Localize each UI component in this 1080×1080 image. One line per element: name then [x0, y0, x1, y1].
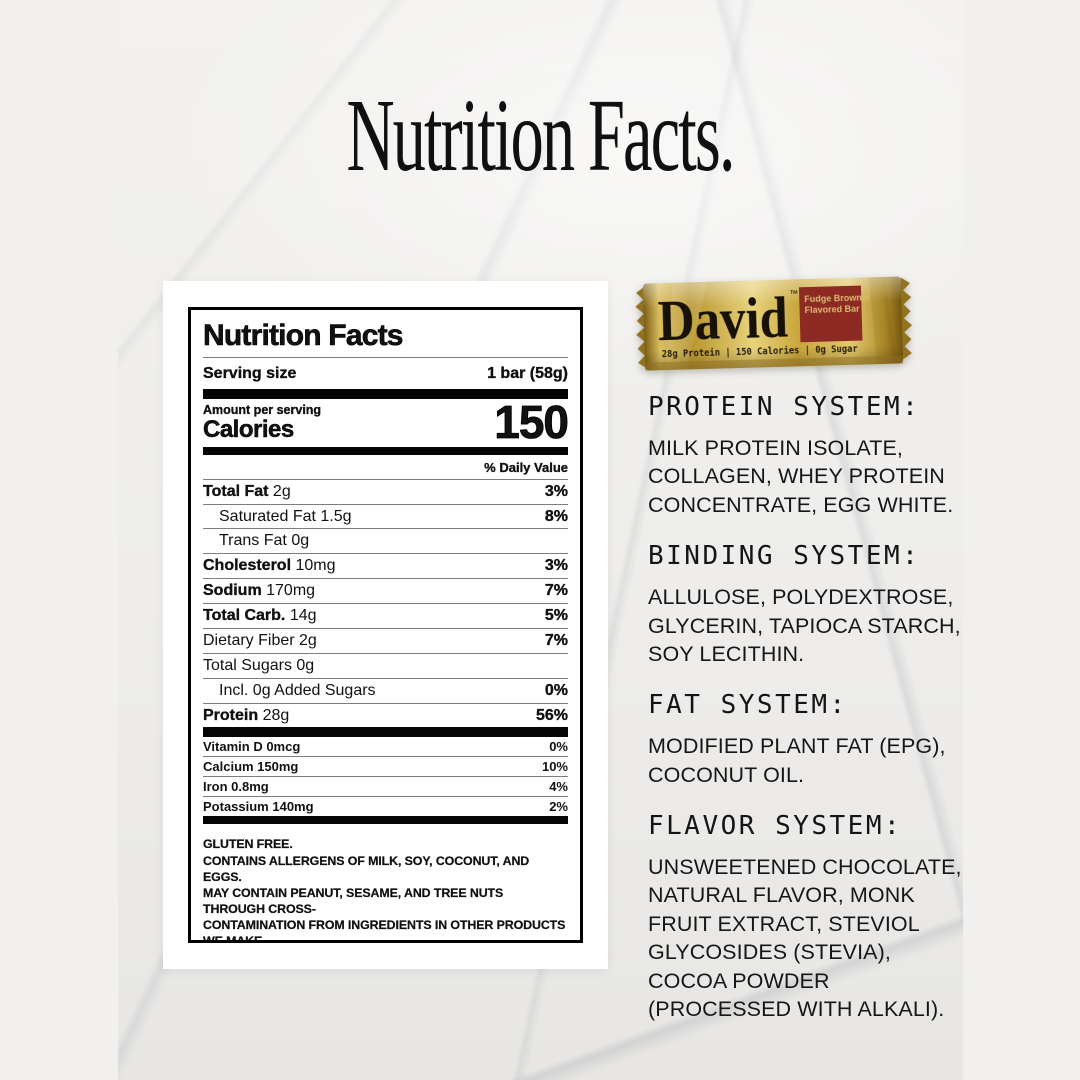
- system-body: MILK PROTEIN ISOLATE, COLLAGEN, WHEY PRO…: [648, 436, 954, 517]
- system-sections: PROTEIN SYSTEM: MILK PROTEIN ISOLATE, COL…: [648, 392, 970, 1045]
- micronutrient-row: Vitamin D 0mcg 0%: [203, 737, 568, 758]
- allergen-line: GLUTEN FREE.: [203, 837, 293, 852]
- bar-stats: 28g Protein | 150 Calories | 0g Sugar: [662, 343, 858, 360]
- nutrient-row: Sodium 170mg 7%: [203, 579, 568, 605]
- system-body: MODIFIED PLANT FAT (EPG), COCONUT OIL.: [648, 734, 946, 787]
- system-heading: FLAVOR SYSTEM:: [648, 811, 903, 841]
- nutrient-rows: Total Fat 2g 3% Saturated Fat 1.5g 8% Trans …: [203, 478, 568, 728]
- nutrient-row: Protein 28g 56%: [203, 706, 568, 724]
- trademark-mark: ™: [789, 288, 798, 298]
- calories-block: Amount per serving Calories 150: [203, 395, 570, 448]
- micronutrient-row: Calcium 150mg 10%: [203, 757, 568, 778]
- label-title: Nutrition Facts: [203, 319, 404, 352]
- micronutrient-row: Iron 0.8mg 4%: [203, 777, 568, 798]
- right-crimp: [900, 277, 913, 360]
- thick-rule: [203, 388, 568, 399]
- system-heading: PROTEIN SYSTEM:: [648, 392, 921, 422]
- micronutrient-rows: Vitamin D 0mcg 0% Calcium 150mg 10% Iron 0.8…: [203, 737, 568, 816]
- bottom-band: [645, 355, 904, 371]
- flavor-line2: Flavored Bar: [804, 304, 860, 316]
- allergen-line: MAY CONTAIN PEANUT, SESAME, AND TREE NUT…: [203, 885, 504, 916]
- medium-rule: [203, 446, 568, 455]
- calories-value: 150: [494, 395, 570, 448]
- calories-label: Calories: [203, 415, 295, 443]
- nutrient-row: Incl. 0g Added Sugars 0%: [203, 679, 568, 704]
- nutrient-row: Dietary Fiber 2g 7%: [203, 629, 568, 654]
- system-body: ALLULOSE, POLYDEXTROSE, GLYCERIN, TAPIOC…: [648, 585, 961, 666]
- page-title: Nutrition Facts.: [346, 78, 735, 193]
- allergen-line: CONTAINS ALLERGENS OF MILK, SOY, COCONUT…: [203, 853, 530, 884]
- system-body: UNSWEETENED CHOCOLATE, NATURAL FLAVOR, M…: [648, 855, 962, 1021]
- nutrient-row: Total Carb. 14g 5%: [203, 604, 568, 629]
- nutrient-row: Total Sugars 0g: [203, 654, 568, 679]
- nutrient-row: Trans Fat 0g: [203, 529, 568, 555]
- allergen-line: CONTAMINATION FROM INGREDIENTS IN OTHER …: [203, 918, 566, 943]
- serving-size-label: Serving size: [203, 364, 297, 382]
- brand-logo: David: [657, 285, 789, 354]
- daily-value-header: % Daily Value: [484, 459, 568, 475]
- allergen-statement: GLUTEN FREE. CONTAINS ALLERGENS OF MILK, …: [203, 836, 568, 943]
- nutrient-row: Cholesterol 10mg 3%: [203, 554, 568, 580]
- micronutrient-row: Potassium 140mg 2%: [203, 799, 568, 815]
- nutrient-row: Total Fat 2g 3%: [203, 478, 568, 505]
- serving-size-value: 1 bar (58g): [487, 364, 568, 382]
- nutrient-row: Saturated Fat 1.5g 8%: [203, 505, 568, 530]
- flavor-line1: Fudge Brownie: [804, 292, 869, 304]
- medium-rule: [203, 816, 568, 825]
- amount-per-serving-label: Amount per serving: [203, 402, 322, 417]
- divider: [203, 356, 568, 358]
- protein-bar-svg: David ™ Fudge Brownie Flavored Bar 28g P…: [635, 276, 913, 371]
- nutrition-label-card: Nutrition Facts Serving size 1 bar (58g)…: [163, 281, 608, 969]
- system-heading: FAT SYSTEM:: [648, 690, 848, 721]
- system-heading: BINDING SYSTEM:: [648, 541, 921, 572]
- flavor-panel: [798, 285, 863, 343]
- protein-bar-image: David ™ Fudge Brownie Flavored Bar 28g P…: [633, 267, 916, 383]
- thick-rule: [203, 727, 568, 738]
- nutrition-label: Nutrition Facts Serving size 1 bar (58g)…: [188, 307, 583, 943]
- serving-size-row: Serving size 1 bar (58g): [203, 358, 568, 389]
